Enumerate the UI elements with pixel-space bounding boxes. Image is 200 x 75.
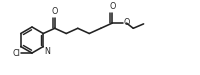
Text: O: O	[109, 2, 115, 11]
Text: O: O	[52, 8, 58, 16]
Text: Cl: Cl	[13, 49, 21, 58]
Text: O: O	[124, 18, 130, 27]
Text: N: N	[44, 47, 50, 56]
